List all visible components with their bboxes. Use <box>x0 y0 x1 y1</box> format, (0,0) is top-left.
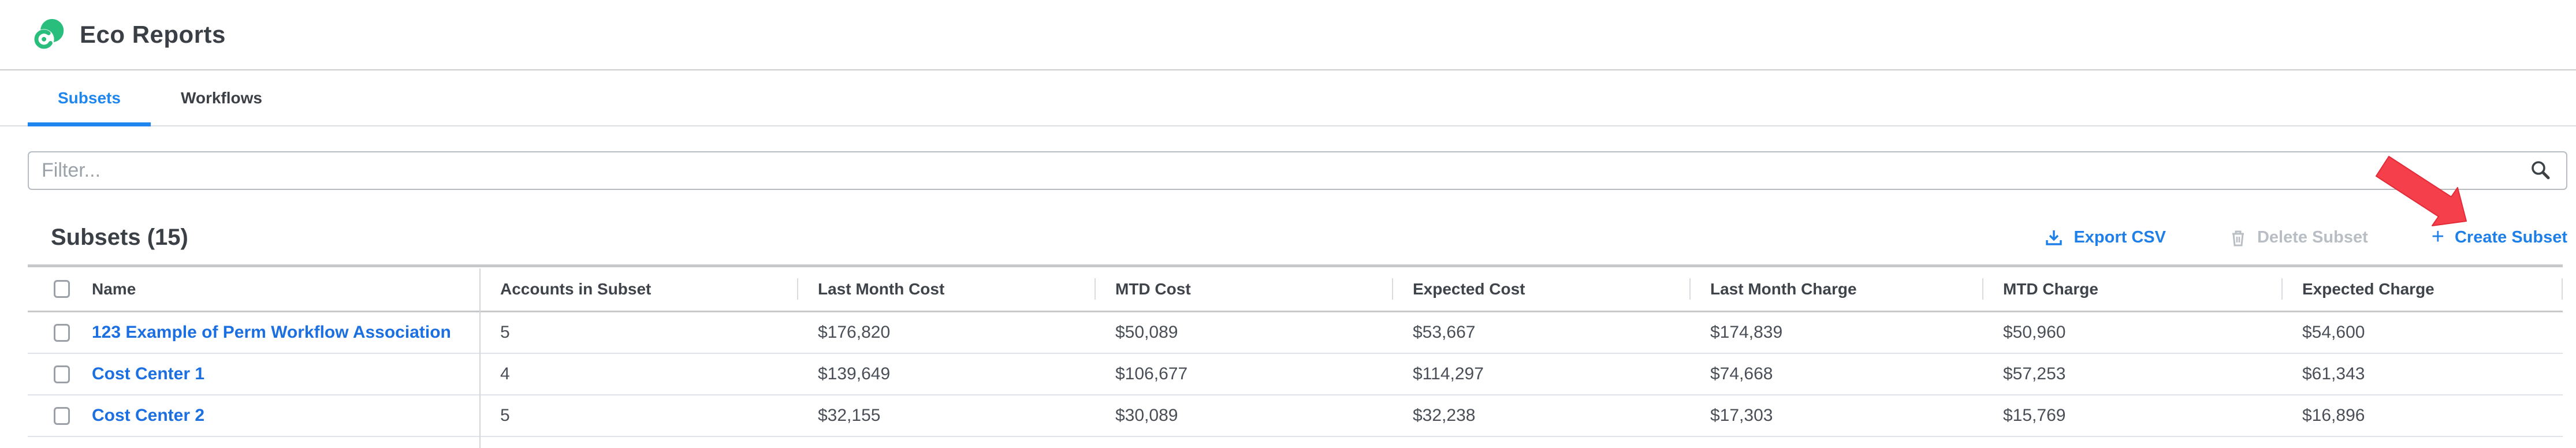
expected-cost-cell: $114,297 <box>1413 364 1484 383</box>
delete-subset-button[interactable]: Delete Subset <box>2229 228 2368 247</box>
page-title: Eco Reports <box>80 21 226 48</box>
section-title: Subsets (15) <box>51 225 188 250</box>
header-expected-cost: Expected Cost <box>1392 267 1689 311</box>
table-row: Cost Center 2 5 $32,155 $30,089 $32,238 $17,… <box>28 395 2563 437</box>
last-month-cost-cell: $176,820 <box>818 323 891 342</box>
tab-workflows[interactable]: Workflows <box>180 88 262 107</box>
expected-cost-cell: $32,238 <box>1413 406 1476 425</box>
accounts-cell: 5 <box>500 323 510 342</box>
create-subset-button[interactable]: + Create Subset <box>2431 224 2567 249</box>
expected-charge-cell: $61,343 <box>2302 364 2365 383</box>
expected-charge-cell: $16,896 <box>2302 406 2365 425</box>
download-icon <box>2046 230 2063 245</box>
section-header: Subsets (15) Export CSV Delete Sub <box>28 225 2567 251</box>
column-divider <box>479 268 481 448</box>
subset-name-link[interactable]: Cost Center 1 <box>92 364 205 383</box>
mtd-charge-cell: $57,253 <box>2003 364 2066 383</box>
last-month-charge-cell: $17,303 <box>1710 406 1773 425</box>
create-subset-label: Create Subset <box>2454 228 2567 247</box>
name-cell: Cost Center 2 <box>28 406 479 425</box>
subset-name-link[interactable]: 123 Example of Perm Workflow Association <box>92 323 451 342</box>
row-checkbox[interactable] <box>54 323 70 342</box>
table-body: 123 Example of Perm Workflow Association… <box>28 312 2563 437</box>
name-cell: 123 Example of Perm Workflow Association <box>28 323 479 342</box>
accounts-cell: 5 <box>500 406 510 425</box>
mtd-cost-cell: $30,089 <box>1115 406 1178 425</box>
row-checkbox[interactable] <box>54 406 70 425</box>
app-header: Eco Reports <box>0 0 2576 70</box>
subsets-table: Name Accounts in Subset Last Month Cost … <box>28 264 2563 437</box>
row-checkbox[interactable] <box>54 365 70 383</box>
filter-input[interactable] <box>28 151 2567 190</box>
last-month-charge-cell: $74,668 <box>1710 364 1773 383</box>
last-month-cost-cell: $139,649 <box>818 364 891 383</box>
mtd-cost-cell: $50,089 <box>1115 323 1178 342</box>
header-last-month-cost: Last Month Cost <box>797 267 1095 311</box>
filter-bar <box>28 151 2567 190</box>
eco-logo-icon <box>33 18 64 50</box>
select-all-checkbox[interactable] <box>54 280 70 298</box>
header-accounts-in-subset: Accounts in Subset <box>500 279 652 298</box>
mtd-cost-cell: $106,677 <box>1115 364 1188 383</box>
subset-name-link[interactable]: Cost Center 2 <box>92 406 205 425</box>
header-last-month-charge: Last Month Charge <box>1689 267 1982 311</box>
expected-cost-cell: $53,667 <box>1413 323 1476 342</box>
plus-icon: + <box>2431 224 2444 249</box>
toolbar: Export CSV Delete Subset + Create Subset <box>2045 224 2567 249</box>
search-icon[interactable] <box>2529 159 2551 181</box>
delete-subset-label: Delete Subset <box>2257 228 2368 247</box>
export-csv-button[interactable]: Export CSV <box>2045 228 2166 247</box>
expected-charge-cell: $54,600 <box>2302 323 2365 342</box>
mtd-charge-cell: $50,960 <box>2003 323 2066 342</box>
tab-bar: Subsets Workflows <box>0 70 2576 126</box>
accounts-cell: 4 <box>500 364 510 383</box>
header-mtd-charge: MTD Charge <box>1982 267 2281 311</box>
mtd-charge-cell: $15,769 <box>2003 406 2066 425</box>
header-mtd-cost: MTD Cost <box>1095 267 1392 311</box>
table-header-row: Name Accounts in Subset Last Month Cost … <box>28 267 2563 312</box>
table-row: Cost Center 1 4 $139,649 $106,677 $114,297 $… <box>28 354 2563 395</box>
header-name: Name <box>28 267 479 311</box>
tab-subsets[interactable]: Subsets <box>28 70 151 126</box>
trash-icon <box>2232 230 2244 246</box>
name-cell: Cost Center 1 <box>28 364 479 384</box>
table-row: 123 Example of Perm Workflow Association… <box>28 312 2563 354</box>
column-label: Name <box>92 279 136 298</box>
header-expected-charge: Expected Charge <box>2281 267 2563 311</box>
export-csv-label: Export CSV <box>2074 228 2166 247</box>
last-month-charge-cell: $174,839 <box>1710 323 1783 342</box>
last-month-cost-cell: $32,155 <box>818 406 881 425</box>
